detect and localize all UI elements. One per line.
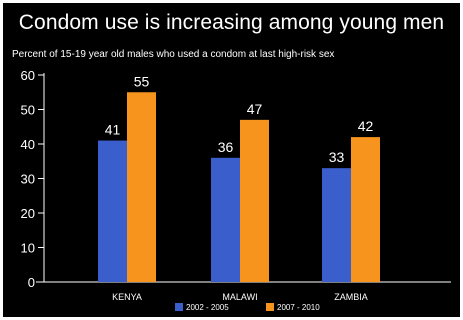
bar: [127, 92, 156, 282]
legend-label: 2007 - 2010: [277, 303, 320, 312]
y-tick-label: 30: [21, 172, 35, 187]
x-category-label: KENYA: [112, 292, 142, 302]
bar-chart: 0 10 20 30 40 50 60 41 55 KENYA 36 47 MALAWI 33 42 ZAMB…: [21, 68, 451, 312]
bar-value-label: 36: [218, 139, 234, 155]
chart-title: Condom use is increasing among young men: [18, 11, 445, 34]
bar: [322, 168, 351, 282]
bar: [351, 137, 380, 282]
bar-value-label: 42: [358, 118, 374, 134]
bar: [98, 140, 127, 282]
x-category-label: ZAMBIA: [334, 292, 368, 302]
y-tick-label: 20: [21, 206, 35, 221]
chart-subtitle: Percent of 15-19 year old males who used…: [12, 49, 335, 60]
x-category-label: MALAWI: [222, 292, 257, 302]
bar: [211, 157, 240, 282]
y-tick-label: 10: [21, 241, 35, 256]
bar-value-label: 41: [105, 122, 121, 138]
bar-value-label: 55: [134, 73, 150, 89]
y-tick-label: 40: [21, 137, 35, 152]
legend-swatch: [266, 303, 274, 311]
bar-value-label: 47: [247, 101, 263, 117]
y-tick-label: 60: [21, 68, 35, 83]
legend-label: 2002 - 2005: [186, 303, 229, 312]
y-tick-label: 0: [28, 275, 35, 290]
bar-value-label: 33: [329, 149, 345, 165]
bar: [240, 119, 269, 282]
y-tick-label: 50: [21, 103, 35, 118]
chart-frame: Condom use is increasing among young men…: [3, 3, 460, 317]
legend-swatch: [175, 303, 183, 311]
